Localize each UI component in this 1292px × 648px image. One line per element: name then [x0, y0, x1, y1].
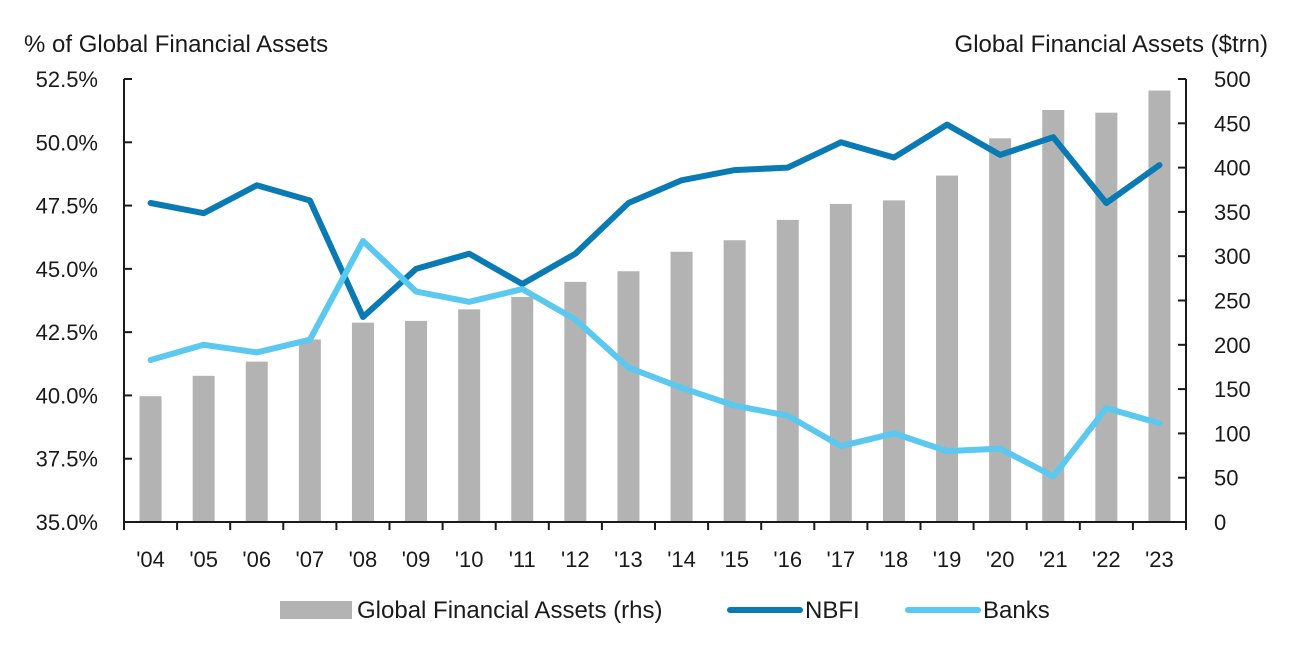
left-axis-title: % of Global Financial Assets: [24, 31, 328, 58]
x-tick-label: '05: [189, 547, 218, 572]
left-tick-label: 45.0%: [36, 257, 98, 282]
x-tick-label: '20: [986, 547, 1015, 572]
x-tick-label: '23: [1145, 547, 1174, 572]
x-tick-label: '17: [827, 547, 856, 572]
bar-12: [564, 281, 587, 522]
bar-13: [617, 271, 640, 522]
left-tick-label: 47.5%: [36, 194, 98, 219]
right-tick-label: 350: [1214, 200, 1251, 225]
x-tick-label: '18: [880, 547, 909, 572]
bar-11: [511, 296, 534, 522]
line-series-group: [147, 121, 1163, 480]
x-tick-label: '08: [349, 547, 378, 572]
x-tick-label: '12: [561, 547, 590, 572]
x-tick-label: '14: [667, 547, 696, 572]
right-tick-label: 400: [1214, 156, 1251, 181]
legend-label-global-financial-assets: Global Financial Assets (rhs): [357, 597, 662, 624]
line-banks: [147, 238, 1163, 480]
x-tick-label: '16: [773, 547, 802, 572]
bar-05: [192, 375, 215, 522]
bar-21: [1042, 110, 1065, 522]
left-tick-label: 40.0%: [36, 383, 98, 408]
right-tick-label: 50: [1214, 466, 1238, 491]
bar-23: [1148, 90, 1171, 522]
right-tick-label: 150: [1214, 377, 1251, 402]
legend-label-nbfi: NBFI: [805, 597, 860, 624]
right-axis-ticks: 0 50 100 150 200 250 300 350 400 450 500: [1178, 67, 1251, 535]
right-axis-title: Global Financial Assets ($trn): [955, 31, 1268, 58]
bar-22: [1095, 112, 1118, 522]
bar-16: [776, 219, 799, 522]
x-tick-label: '22: [1092, 547, 1121, 572]
right-tick-label: 200: [1214, 333, 1251, 358]
left-tick-label: 37.5%: [36, 447, 98, 472]
x-tick-label: '21: [1039, 547, 1068, 572]
x-tick-label: '07: [296, 547, 325, 572]
left-axis-ticks: 35.0% 37.5% 40.0% 42.5% 45.0% 47.5% 50.0% 52.5%: [36, 67, 132, 535]
bar-10: [458, 309, 481, 522]
legend-label-banks: Banks: [983, 597, 1050, 624]
bar-07: [298, 339, 321, 522]
right-tick-label: 450: [1214, 111, 1251, 136]
bar-20: [989, 138, 1012, 522]
bar-17: [829, 203, 852, 522]
right-tick-label: 500: [1214, 67, 1251, 92]
bar-19: [936, 175, 959, 522]
x-tick-label: '09: [402, 547, 431, 572]
bar-18: [882, 200, 905, 522]
x-tick-label: '19: [933, 547, 962, 572]
right-tick-label: 250: [1214, 289, 1251, 314]
left-tick-label: 50.0%: [36, 130, 98, 155]
bar-04: [139, 396, 162, 522]
x-tick-label: '13: [614, 547, 643, 572]
x-axis-ticks: '04 '05 '06 '07 '08 '09 '10 '11 '12 '13 '14 '15 '16 '…: [123, 522, 1187, 572]
bar-09: [405, 320, 428, 522]
left-tick-label: 52.5%: [36, 67, 98, 92]
left-tick-label: 42.5%: [36, 320, 98, 345]
bar-15: [723, 240, 746, 522]
x-tick-label: '15: [720, 547, 749, 572]
legend: Global Financial Assets (rhs) NBFI Banks: [280, 597, 1050, 624]
x-tick-label: '06: [242, 547, 271, 572]
bar-06: [245, 361, 268, 522]
x-tick-label: '11: [509, 547, 536, 572]
right-tick-label: 100: [1214, 421, 1251, 446]
right-tick-label: 0: [1214, 510, 1226, 535]
x-tick-label: '04: [136, 547, 165, 572]
bar-08: [351, 322, 374, 522]
right-tick-label: 300: [1214, 244, 1251, 269]
line-nbfi: [147, 121, 1163, 320]
legend-swatch-global-financial-assets: [280, 601, 352, 619]
x-tick-label: '10: [455, 547, 484, 572]
left-tick-label: 35.0%: [36, 510, 98, 535]
